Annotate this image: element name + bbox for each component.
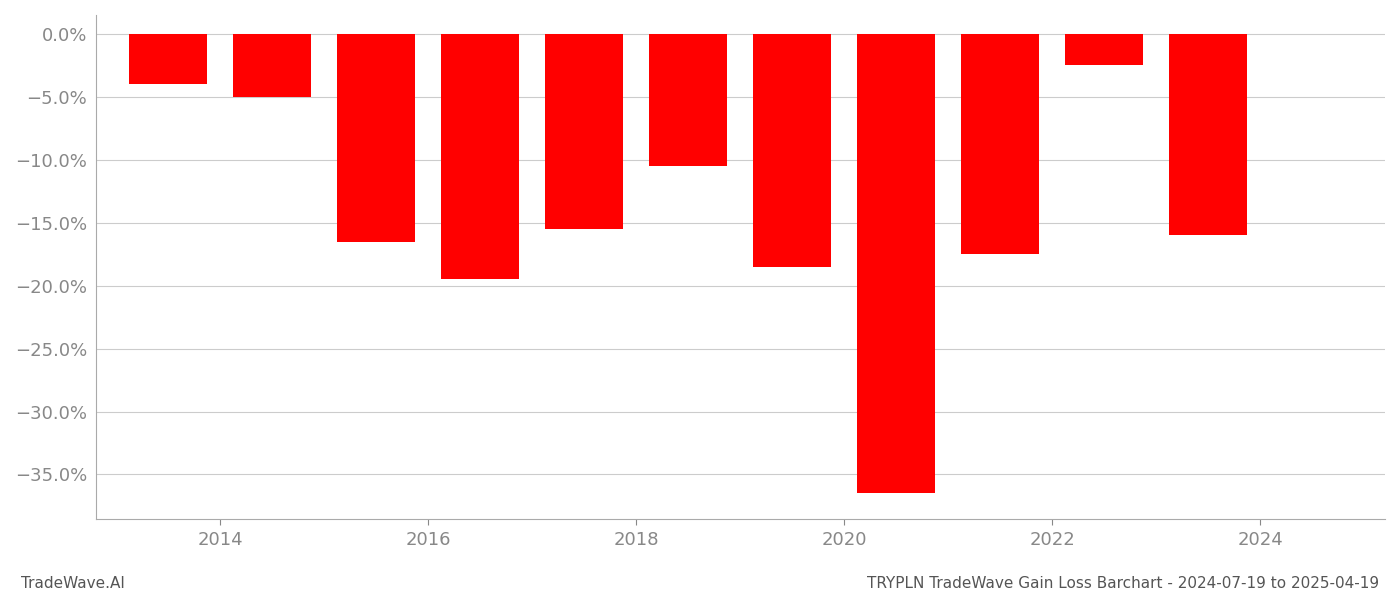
Bar	[1065, 34, 1144, 65]
Bar	[129, 34, 207, 84]
Text: TradeWave.AI: TradeWave.AI	[21, 576, 125, 591]
Bar	[337, 34, 416, 242]
Bar	[546, 34, 623, 229]
Bar	[1169, 34, 1247, 235]
Bar	[650, 34, 727, 166]
Bar	[234, 34, 311, 97]
Bar	[441, 34, 519, 280]
Bar	[857, 34, 935, 493]
Bar	[753, 34, 832, 267]
Bar	[962, 34, 1039, 254]
Text: TRYPLN TradeWave Gain Loss Barchart - 2024-07-19 to 2025-04-19: TRYPLN TradeWave Gain Loss Barchart - 20…	[867, 576, 1379, 591]
